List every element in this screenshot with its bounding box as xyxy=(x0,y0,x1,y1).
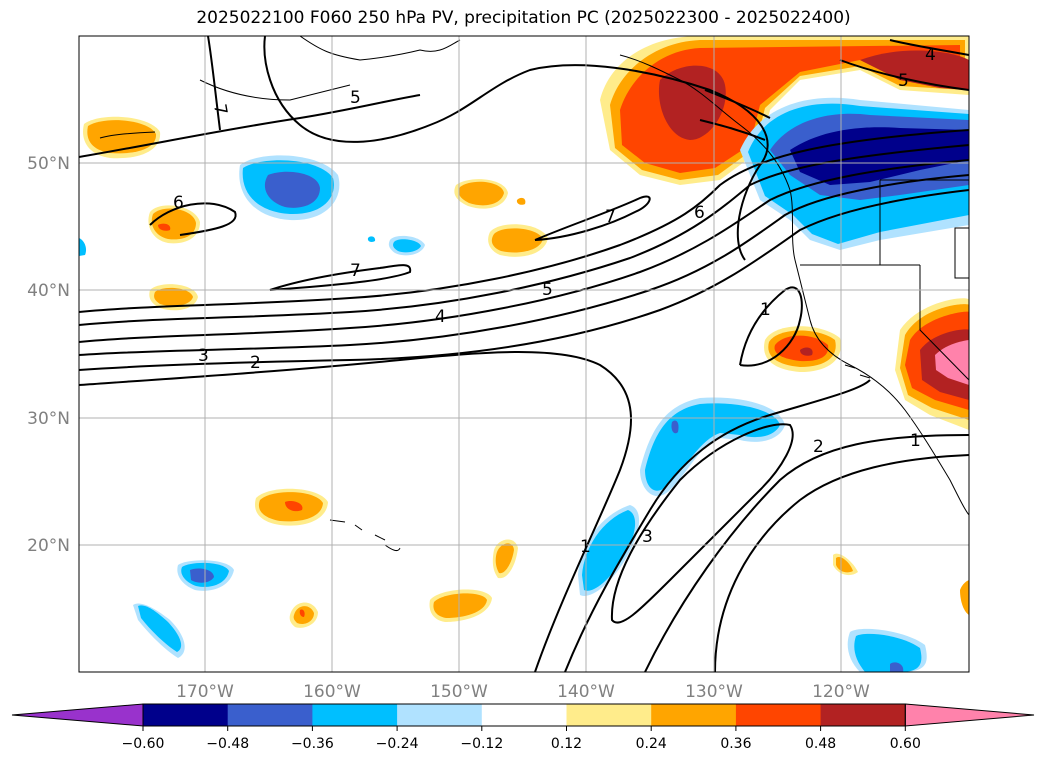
contour-label: 3 xyxy=(198,346,209,366)
colorbar-segment xyxy=(735,704,822,726)
colorbar-segment xyxy=(227,704,313,726)
colorbar-tick-label: 0.60 xyxy=(890,736,921,752)
colorbar-segment xyxy=(651,704,737,726)
gridlines xyxy=(79,36,969,672)
contour-label: 3 xyxy=(642,527,653,547)
colorbar-outline xyxy=(142,703,906,727)
precipitation-shading xyxy=(79,36,969,672)
lat-label: 50°N xyxy=(27,154,70,174)
pv-contours xyxy=(79,36,969,672)
lat-label: 20°N xyxy=(27,536,70,556)
latitude-labels: 50°N 40°N 30°N 20°N xyxy=(27,154,70,556)
contour-label: 5 xyxy=(542,280,553,300)
colorbar-tick-label: 0.24 xyxy=(636,736,667,752)
colorbar: −0.60 −0.48 −0.36 −0.24 −0.12 0.12 0.24 0.36 0.4… xyxy=(11,703,1035,752)
contour-label: 6 xyxy=(173,193,184,213)
map-title: 2025022100 F060 250 hPa PV, precipitatio… xyxy=(196,8,851,28)
colorbar-segment xyxy=(397,704,483,726)
colorbar-tick-label: −0.60 xyxy=(122,736,165,752)
lon-label: 120°W xyxy=(812,682,870,702)
colorbar-tick-label: −0.12 xyxy=(460,736,503,752)
contour-label: 5 xyxy=(350,88,361,108)
colorbar-tick-label: 0.12 xyxy=(551,736,582,752)
contour-label: 4 xyxy=(925,45,936,65)
map-frame xyxy=(78,35,970,673)
lon-label: 160°W xyxy=(303,682,361,702)
colorbar-tick-label: −0.48 xyxy=(206,736,249,752)
colorbar-tick-label: 0.36 xyxy=(720,736,751,752)
longitude-labels: 170°W 160°W 150°W 140°W 130°W 120°W xyxy=(176,682,870,702)
colorbar-segment xyxy=(566,704,652,726)
lon-label: 140°W xyxy=(557,682,615,702)
contour-label: 2 xyxy=(813,437,824,457)
colorbar-segment xyxy=(481,704,567,726)
coastlines xyxy=(99,36,969,552)
colorbar-extend-max xyxy=(904,703,1035,727)
lon-label: 150°W xyxy=(430,682,488,702)
colorbar-tick-label: 0.48 xyxy=(805,736,836,752)
contour-label: 1 xyxy=(910,431,921,451)
contour-labels: 7 5 6 7 7 6 5 4 3 2 4 5 1 1 2 3 1 xyxy=(173,45,936,557)
contour-label: 6 xyxy=(694,203,705,223)
lat-label: 30°N xyxy=(27,409,70,429)
contour-label: 7 xyxy=(350,261,361,281)
contour-label: 1 xyxy=(760,300,771,320)
lon-label: 170°W xyxy=(176,682,234,702)
contour-label: 5 xyxy=(898,71,909,91)
contour-label: 7 xyxy=(209,102,231,116)
contour-label: 4 xyxy=(435,307,446,327)
colorbar-segment xyxy=(820,704,906,726)
contour-label: 1 xyxy=(580,537,591,557)
colorbar-tick-label: −0.24 xyxy=(376,736,419,752)
lon-label: 130°W xyxy=(685,682,743,702)
lat-label: 40°N xyxy=(27,281,70,301)
colorbar-tick-label: −0.36 xyxy=(291,736,334,752)
contour-label: 7 xyxy=(605,207,616,227)
colorbar-extend-min xyxy=(11,703,144,727)
map-plot-area: 7 5 6 7 7 6 5 4 3 2 4 5 1 1 2 3 1 xyxy=(79,36,969,672)
colorbar-segment xyxy=(143,704,229,726)
contour-label: 2 xyxy=(250,353,261,373)
colorbar-segment xyxy=(312,704,398,726)
